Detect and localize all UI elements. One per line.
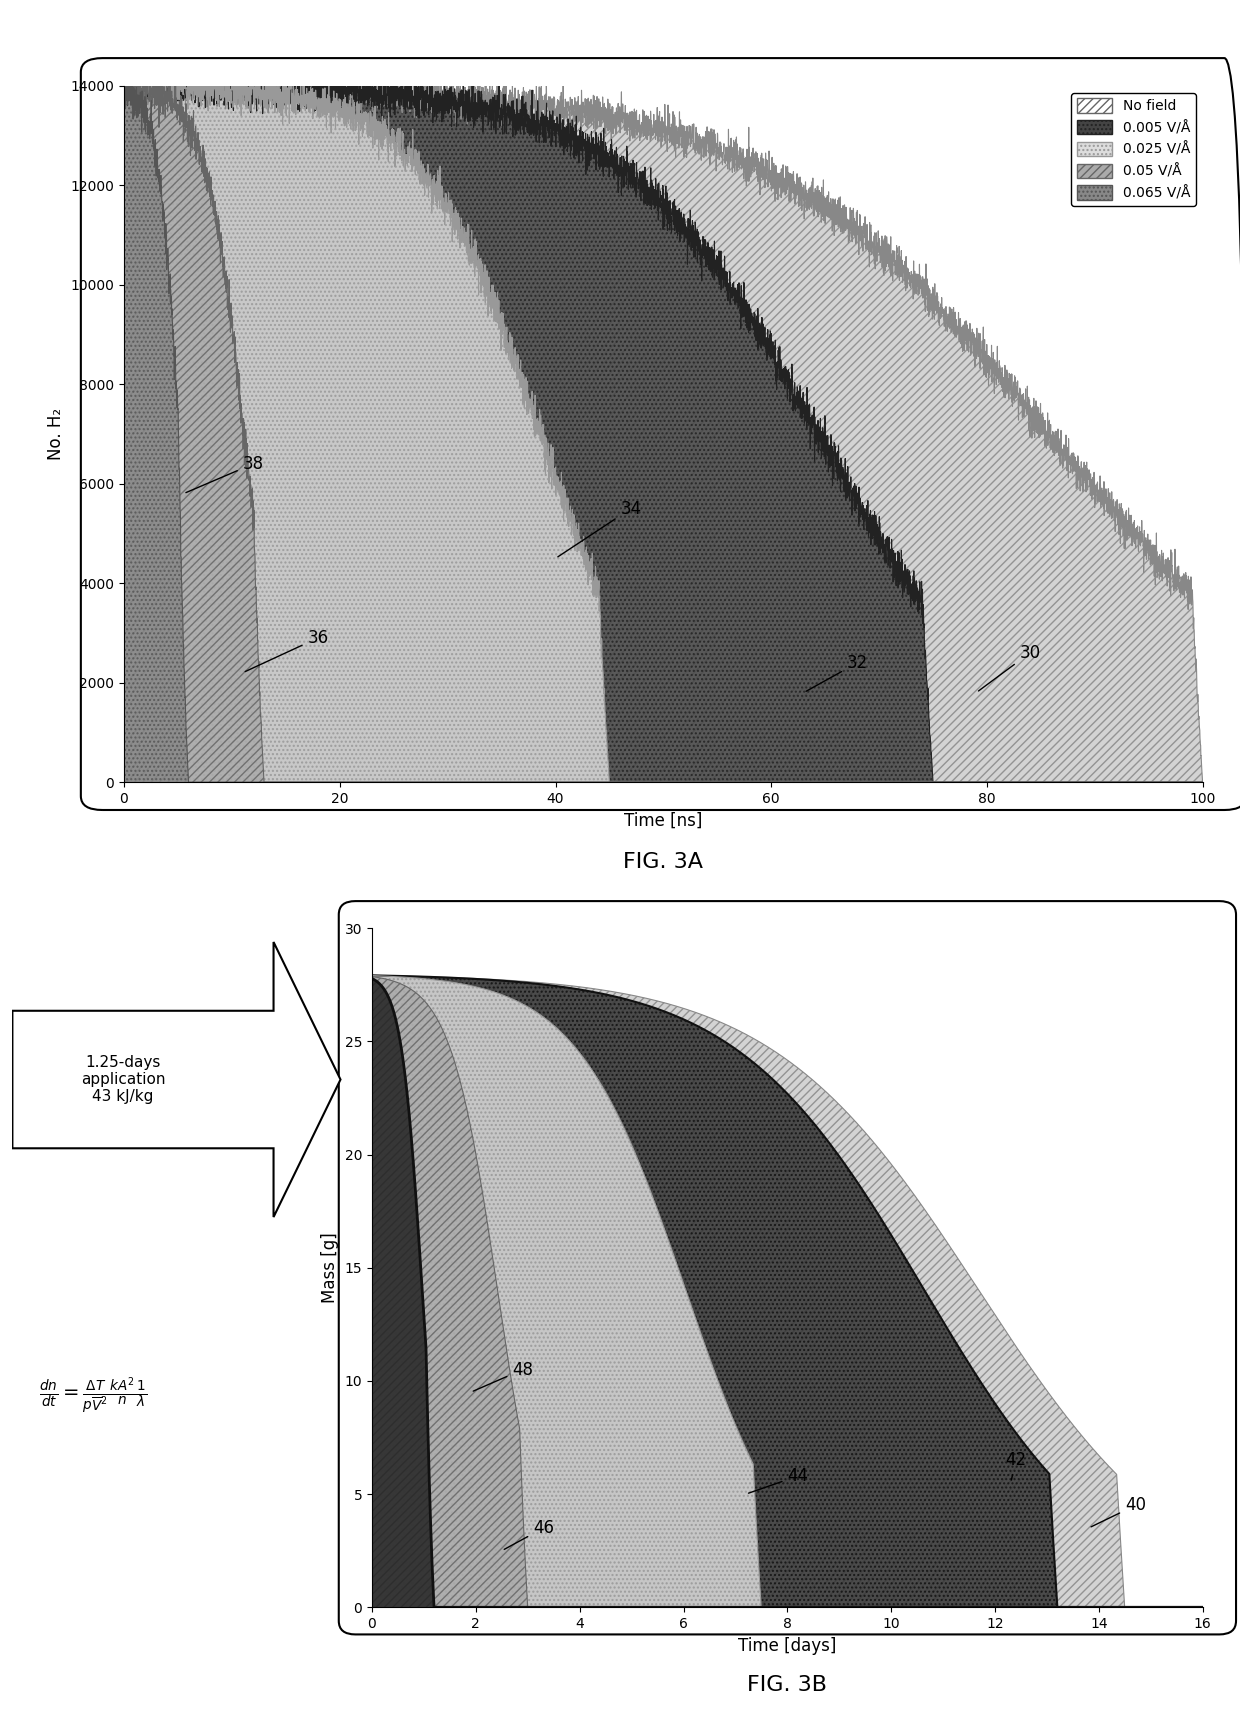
Text: FIG. 3B: FIG. 3B bbox=[748, 1674, 827, 1695]
Text: 1.25-days
application
43 kJ/kg: 1.25-days application 43 kJ/kg bbox=[81, 1055, 165, 1104]
Legend: No field, 0.005 V/Å, 0.025 V/Å, 0.05 V/Å, 0.065 V/Å: No field, 0.005 V/Å, 0.025 V/Å, 0.05 V/Å… bbox=[1071, 93, 1195, 206]
Text: FIG. 3A: FIG. 3A bbox=[624, 851, 703, 872]
Text: 44: 44 bbox=[749, 1466, 808, 1494]
Text: 32: 32 bbox=[806, 653, 868, 691]
X-axis label: Time [ns]: Time [ns] bbox=[624, 811, 703, 830]
Polygon shape bbox=[12, 942, 341, 1217]
Text: $\frac{dn}{dt} = \frac{\Delta T}{p\overline{V}^2}$$\frac{kA^2}{n}$$\frac{1}{\lam: $\frac{dn}{dt} = \frac{\Delta T}{p\overl… bbox=[40, 1375, 148, 1416]
Text: 38: 38 bbox=[186, 456, 264, 493]
Y-axis label: Mass [g]: Mass [g] bbox=[321, 1233, 339, 1303]
Text: 30: 30 bbox=[978, 645, 1040, 691]
X-axis label: Time [days]: Time [days] bbox=[738, 1636, 837, 1655]
Text: 42: 42 bbox=[1006, 1451, 1027, 1480]
Text: 48: 48 bbox=[474, 1361, 533, 1391]
Text: 36: 36 bbox=[246, 629, 329, 672]
Text: 34: 34 bbox=[558, 500, 641, 557]
Text: 40: 40 bbox=[1091, 1497, 1146, 1526]
Text: 46: 46 bbox=[505, 1520, 554, 1549]
Y-axis label: No. H₂: No. H₂ bbox=[47, 407, 64, 461]
